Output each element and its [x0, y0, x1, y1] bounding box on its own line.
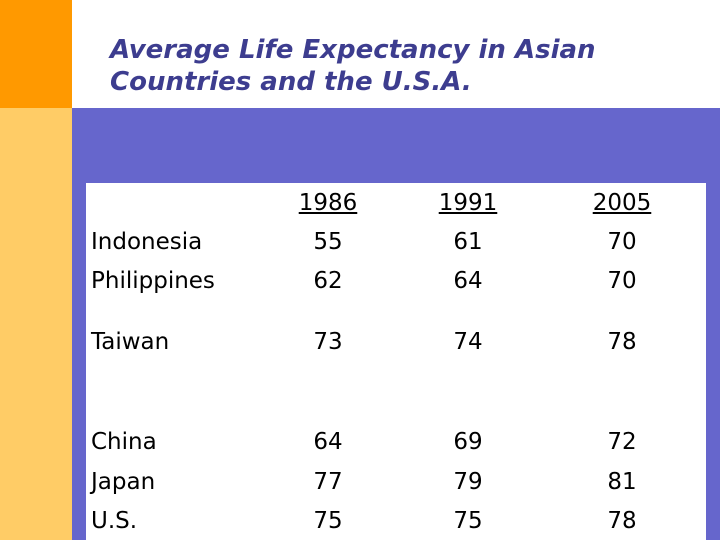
title-line-1: Average Life Expectancy in Asian	[110, 35, 596, 65]
cell-value: 64	[313, 429, 343, 455]
cell-value: 79	[453, 469, 483, 495]
header-band	[72, 108, 720, 183]
cell-value: 64	[453, 268, 483, 294]
slide-title: Average Life Expectancy in Asian Countri…	[110, 34, 690, 98]
row-label-japan: Japan	[91, 469, 156, 495]
cell-value: 61	[453, 229, 483, 255]
cell-value: 78	[607, 329, 637, 355]
cell-value: 55	[313, 229, 343, 255]
cell-value: 75	[453, 508, 483, 534]
cell-value: 62	[313, 268, 343, 294]
table-border-right	[706, 183, 720, 540]
column-header-2005: 2005	[592, 190, 652, 216]
cell-value: 70	[607, 268, 637, 294]
cell-value: 75	[313, 508, 343, 534]
cell-value: 70	[607, 229, 637, 255]
row-label-china: China	[91, 429, 157, 455]
row-label-indonesia: Indonesia	[91, 229, 203, 255]
cell-value: 77	[313, 469, 343, 495]
orange-accent-block	[0, 0, 72, 108]
column-header-1986: 1986	[298, 190, 358, 216]
cell-value: 78	[607, 508, 637, 534]
cell-value: 69	[453, 429, 483, 455]
cell-value: 72	[607, 429, 637, 455]
table-border-left	[72, 183, 86, 540]
cell-value: 73	[313, 329, 343, 355]
row-label-philippines: Philippines	[91, 268, 215, 294]
cell-value: 74	[453, 329, 483, 355]
cell-value: 81	[607, 469, 637, 495]
title-line-2: Countries and the U.S.A.	[110, 67, 472, 97]
row-label-taiwan: Taiwan	[91, 329, 170, 355]
row-label-u-s: U.S.	[91, 508, 138, 534]
column-header-1991: 1991	[438, 190, 498, 216]
yellow-accent-bar	[0, 108, 72, 540]
